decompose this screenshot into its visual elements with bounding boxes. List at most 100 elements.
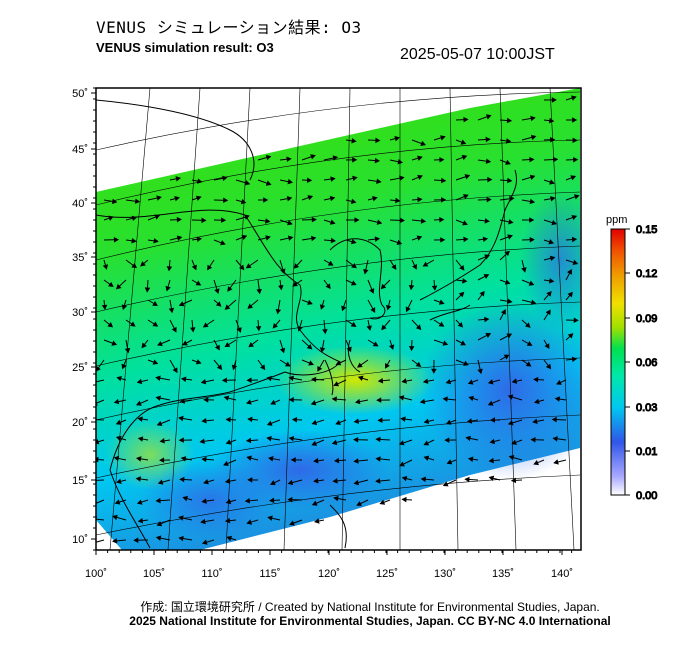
wind-arrow	[367, 178, 382, 185]
wind-arrow	[246, 377, 259, 383]
wind-arrow	[444, 437, 457, 443]
wind-arrow	[565, 268, 572, 281]
wind-arrow	[433, 216, 445, 223]
wind-arrow	[199, 438, 215, 445]
axis-labels: 100˚ 105˚ 110˚ 115˚ 120˚ 125˚ 130˚ 135˚ 140˚ 50˚ 4…	[72, 88, 573, 580]
wind-arrow	[411, 218, 427, 224]
wind-arrow	[401, 378, 413, 384]
wind-arrow	[257, 218, 271, 224]
wind-arrow	[137, 416, 149, 422]
wind-arrow	[213, 299, 222, 307]
wind-arrow	[467, 379, 479, 385]
wind-arrow	[411, 359, 422, 367]
wind-arrow	[141, 339, 149, 349]
ozone-low-region	[140, 460, 280, 540]
wind-arrow	[543, 156, 559, 163]
ozone-low-region	[420, 300, 581, 480]
wind-arrow	[333, 457, 347, 464]
wind-arrow	[125, 215, 138, 222]
wind-arrow	[180, 456, 193, 462]
wind-arrow	[423, 439, 435, 446]
wind-arrow	[207, 259, 215, 271]
wind-arrow	[467, 456, 479, 462]
wind-arrow	[225, 439, 237, 445]
wind-arrow	[311, 499, 325, 506]
wind-arrow	[314, 518, 325, 524]
wind-arrow	[477, 274, 490, 281]
wind-arrow	[224, 339, 237, 348]
wind-arrow	[245, 437, 259, 444]
wind-arrow	[433, 339, 449, 346]
wind-arrow	[379, 499, 391, 505]
wind-arrow	[353, 436, 369, 443]
wind-arrow	[357, 359, 369, 368]
wind-arrow	[389, 135, 400, 142]
wind-arrow	[411, 259, 418, 270]
wind-arrow	[543, 97, 557, 103]
wind-arrow	[375, 478, 391, 484]
wind-arrow	[408, 339, 415, 352]
wind-arrow	[201, 418, 215, 424]
wind-arrow	[169, 216, 182, 223]
footer-copyright: 2025 National Institute for Environmenta…	[129, 614, 611, 628]
wind-arrow	[543, 179, 555, 185]
wind-arrow	[521, 115, 536, 122]
wind-arrow	[341, 299, 347, 312]
wind-arrow	[530, 436, 545, 443]
wind-arrow	[223, 395, 237, 401]
wind-arrow	[169, 176, 182, 182]
wind-arrow	[301, 359, 314, 366]
wind-arrow	[354, 398, 369, 405]
wind-arrow	[179, 398, 193, 404]
lat-tick-label: 30˚	[72, 307, 88, 319]
wind-arrow	[182, 495, 193, 502]
wind-arrow	[257, 359, 266, 371]
wind-arrow	[477, 114, 492, 121]
wind-arrow	[190, 319, 196, 333]
wind-arrow	[235, 319, 242, 333]
wind-arrow	[398, 395, 413, 401]
wind-arrow	[521, 134, 537, 141]
wind-arrow	[288, 435, 303, 442]
wind-arrow	[389, 217, 405, 224]
wind-arrow	[543, 339, 550, 350]
wind-arrow	[499, 177, 513, 184]
wind-arrow	[377, 417, 391, 424]
wind-arrow	[335, 359, 347, 366]
wind-arrow	[279, 259, 286, 275]
wind-arrow	[179, 476, 193, 483]
wind-arrow	[455, 174, 471, 181]
wind-arrow	[166, 259, 173, 272]
wind-arrow	[455, 259, 465, 271]
wind-arrow	[147, 238, 159, 244]
wind-arrow	[235, 214, 250, 221]
wind-arrow	[178, 415, 193, 422]
wind-arrow	[246, 519, 259, 525]
wind-arrow	[499, 117, 513, 124]
wind-arrow	[477, 136, 491, 143]
wind-arrow	[147, 214, 161, 221]
wind-arrow	[345, 198, 357, 204]
wind-arrow	[499, 279, 511, 285]
colorbar-gradient	[610, 228, 626, 496]
wind-arrow	[353, 479, 369, 486]
wind-arrow	[433, 299, 445, 305]
wind-arrow	[116, 375, 127, 382]
wind-arrow	[381, 319, 391, 331]
wind-arrow	[301, 195, 314, 201]
wind-arrow	[565, 333, 574, 341]
wind-arrow	[331, 439, 347, 446]
axis-ticks	[91, 87, 573, 555]
wind-arrow	[301, 299, 313, 305]
wind-arrow	[499, 159, 511, 165]
wind-arrow	[333, 495, 347, 502]
wind-arrow	[534, 398, 545, 405]
title-japanese: VENUS シミュレーション結果: O3	[96, 18, 362, 37]
wind-arrow	[147, 319, 159, 327]
wind-arrow	[363, 259, 369, 275]
wind-arrow	[279, 235, 294, 241]
wind-arrow	[455, 219, 468, 226]
wind-arrow	[455, 139, 467, 145]
wind-arrow	[543, 359, 552, 370]
wind-arrow	[455, 278, 468, 284]
